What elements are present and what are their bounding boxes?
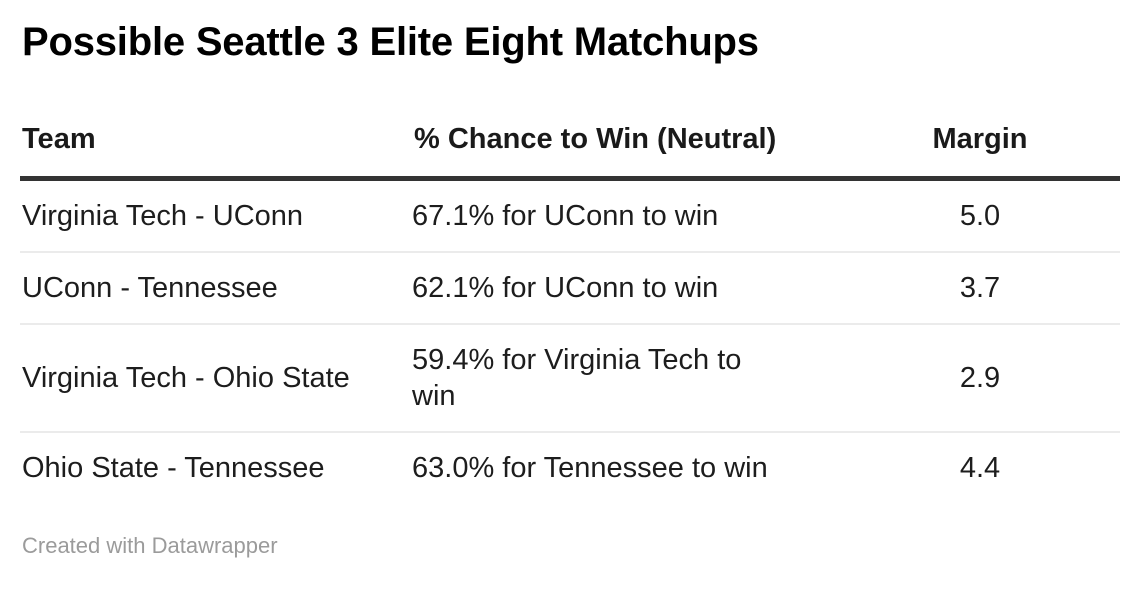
chance-cell: 62.1% for UConn to win [412, 252, 840, 325]
chance-cell: 63.0% for Tennessee to win [412, 452, 768, 484]
table-row: UConn - Tennessee 62.1% for UConn to win… [20, 252, 1120, 325]
table-row: Virginia Tech - Ohio State 59.4% for Vir… [20, 324, 1120, 433]
team-cell: UConn - Tennessee [20, 252, 412, 325]
team-cell: Virginia Tech - UConn [20, 178, 412, 253]
header-row: Team % Chance to Win (Neutral) Margin [20, 104, 1120, 181]
column-header-team: Team [20, 104, 412, 181]
matchups-table: Team % Chance to Win (Neutral) Margin Vi… [20, 104, 1120, 503]
table-body: Virginia Tech - UConn 67.1% for UConn to… [20, 178, 1120, 504]
datawrapper-credit-link[interactable]: Created with Datawrapper [22, 533, 278, 558]
table-row: Ohio State - Tennessee 63.0% for Tenness… [20, 432, 1120, 503]
chance-cell: 59.4% for Virginia Tech to win [412, 324, 840, 433]
table-header: Team % Chance to Win (Neutral) Margin [20, 104, 1120, 181]
chance-cell: 67.1% for UConn to win [412, 178, 840, 253]
column-header-margin: Margin [840, 104, 1120, 181]
margin-cell: 2.9 [840, 324, 1120, 433]
margin-cell: 5.0 [840, 178, 1120, 253]
table-row: Virginia Tech - UConn 67.1% for UConn to… [20, 178, 1120, 253]
team-cell: Ohio State - Tennessee [22, 452, 325, 484]
datawrapper-table-chart: Possible Seattle 3 Elite Eight Matchups … [0, 18, 1140, 594]
margin-cell: 4.4 [959, 452, 1001, 484]
chart-title: Possible Seattle 3 Elite Eight Matchups [22, 20, 759, 64]
column-header-chance: % Chance to Win (Neutral) [412, 104, 840, 181]
margin-cell: 3.7 [840, 252, 1120, 325]
team-cell: Virginia Tech - Ohio State [20, 324, 412, 433]
